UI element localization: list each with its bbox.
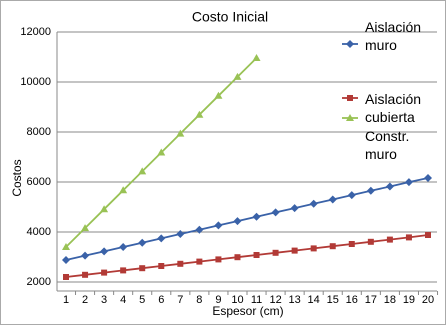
marker <box>328 195 337 204</box>
marker <box>120 267 127 274</box>
x-tick-label: 6 <box>158 294 164 306</box>
marker <box>157 148 166 156</box>
series-line <box>65 234 429 278</box>
marker <box>81 224 90 232</box>
x-tick-label: 3 <box>101 294 107 306</box>
marker <box>214 91 223 99</box>
x-tick-label: 10 <box>231 294 243 306</box>
y-axis-label: Costos <box>10 159 24 196</box>
y-tick-label: 4000 <box>27 226 51 238</box>
y-tick-label: 6000 <box>27 176 51 188</box>
marker <box>367 238 374 245</box>
x-tick-label: 20 <box>422 294 434 306</box>
y-tick-label: 10000 <box>20 76 51 88</box>
legend-label: Aislación muro <box>365 19 421 53</box>
marker <box>100 247 109 256</box>
marker <box>272 249 279 256</box>
x-tick-label: 5 <box>139 294 145 306</box>
x-tick-label: 2 <box>82 294 88 306</box>
x-tick-label: 14 <box>308 294 320 306</box>
marker <box>195 225 204 234</box>
marker <box>139 265 146 272</box>
marker <box>405 234 412 241</box>
marker <box>425 232 431 238</box>
marker <box>233 217 242 226</box>
marker <box>82 271 89 278</box>
marker <box>158 263 165 269</box>
x-tick-label: 18 <box>384 294 396 306</box>
marker <box>385 182 394 191</box>
legend-label: Aislación cubierta <box>365 91 421 125</box>
marker <box>348 241 355 247</box>
marker <box>119 243 128 252</box>
legend-marker <box>347 95 353 101</box>
marker <box>177 260 184 267</box>
marker <box>100 205 109 213</box>
marker <box>329 243 336 250</box>
marker <box>215 256 222 263</box>
marker <box>62 256 70 264</box>
marker <box>195 110 204 118</box>
marker <box>386 236 393 243</box>
chart-title: Costo Inicial <box>192 9 268 25</box>
marker <box>63 274 69 280</box>
x-tick-label: 4 <box>120 294 126 306</box>
x-tick-label: 1 <box>63 294 69 306</box>
x-tick-label: 7 <box>177 294 183 306</box>
marker <box>290 204 299 213</box>
marker <box>62 243 70 250</box>
marker <box>138 167 147 175</box>
marker <box>309 199 318 208</box>
legend-marker <box>346 40 354 48</box>
marker <box>291 247 298 254</box>
x-tick-label: 11 <box>251 294 262 306</box>
x-tick-label: 19 <box>403 294 415 306</box>
marker <box>252 54 261 61</box>
marker <box>157 234 166 243</box>
marker <box>119 186 128 194</box>
marker <box>271 208 280 217</box>
x-axis-label: Espesor (cm) <box>212 304 283 318</box>
y-tick-label: 8000 <box>27 126 51 138</box>
y-tick-label: 12000 <box>20 26 51 38</box>
x-tick-label: 9 <box>215 294 221 306</box>
marker <box>214 221 223 230</box>
marker <box>347 191 356 200</box>
marker <box>81 251 90 260</box>
legend-label: Constr. muro <box>365 128 409 162</box>
y-tick-label: 2000 <box>27 276 51 288</box>
marker <box>252 212 261 221</box>
marker <box>176 230 185 239</box>
x-tick-label: 8 <box>196 294 202 306</box>
x-tick-label: 17 <box>365 294 377 306</box>
marker <box>196 258 203 265</box>
legend-marker <box>346 114 354 121</box>
marker <box>424 174 432 182</box>
marker <box>101 269 108 276</box>
marker <box>253 252 260 258</box>
marker <box>404 178 413 187</box>
marker <box>366 186 375 195</box>
x-tick-label: 12 <box>269 294 281 306</box>
x-tick-label: 15 <box>327 294 339 306</box>
marker <box>176 129 185 137</box>
x-tick-label: 16 <box>346 294 358 306</box>
marker <box>233 72 242 80</box>
marker <box>138 238 147 247</box>
x-tick-label: 13 <box>289 294 301 306</box>
marker <box>234 254 241 261</box>
marker <box>310 245 317 252</box>
